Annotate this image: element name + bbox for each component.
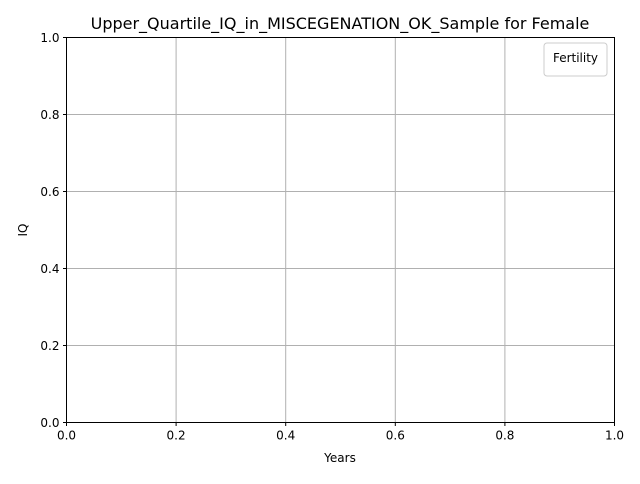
x-tick-label: 0.2	[167, 429, 186, 443]
x-tick-label: 0.6	[386, 429, 405, 443]
legend-title: Fertility	[553, 51, 598, 65]
y-tick-label: 0.6	[40, 185, 59, 199]
y-axis-ticks: 0.0 0.2 0.4 0.6 0.8 1.0	[40, 31, 67, 430]
plot-frame	[66, 37, 615, 423]
x-tick-label: 0.8	[495, 429, 514, 443]
x-tick-label: 1.0	[605, 429, 624, 443]
y-tick-label: 0.8	[40, 108, 59, 122]
y-tick-label: 0.0	[40, 416, 59, 430]
y-tick-label: 1.0	[40, 31, 59, 45]
x-axis-ticks: 0.0 0.2 0.4 0.6 0.8 1.0	[57, 422, 624, 443]
x-tick-label: 0.4	[276, 429, 295, 443]
y-tick-label: 0.2	[40, 339, 59, 353]
legend-box	[543, 42, 608, 77]
x-tick-label: 0.0	[57, 429, 76, 443]
y-axis-label: IQ	[16, 224, 30, 237]
legend: Fertility	[543, 42, 608, 77]
x-axis-label: Years	[323, 451, 356, 465]
y-tick-label: 0.4	[40, 262, 59, 276]
chart-title: Upper_Quartile_IQ_in_MISCEGENATION_OK_Sa…	[91, 14, 590, 34]
grid-lines	[66, 37, 615, 423]
